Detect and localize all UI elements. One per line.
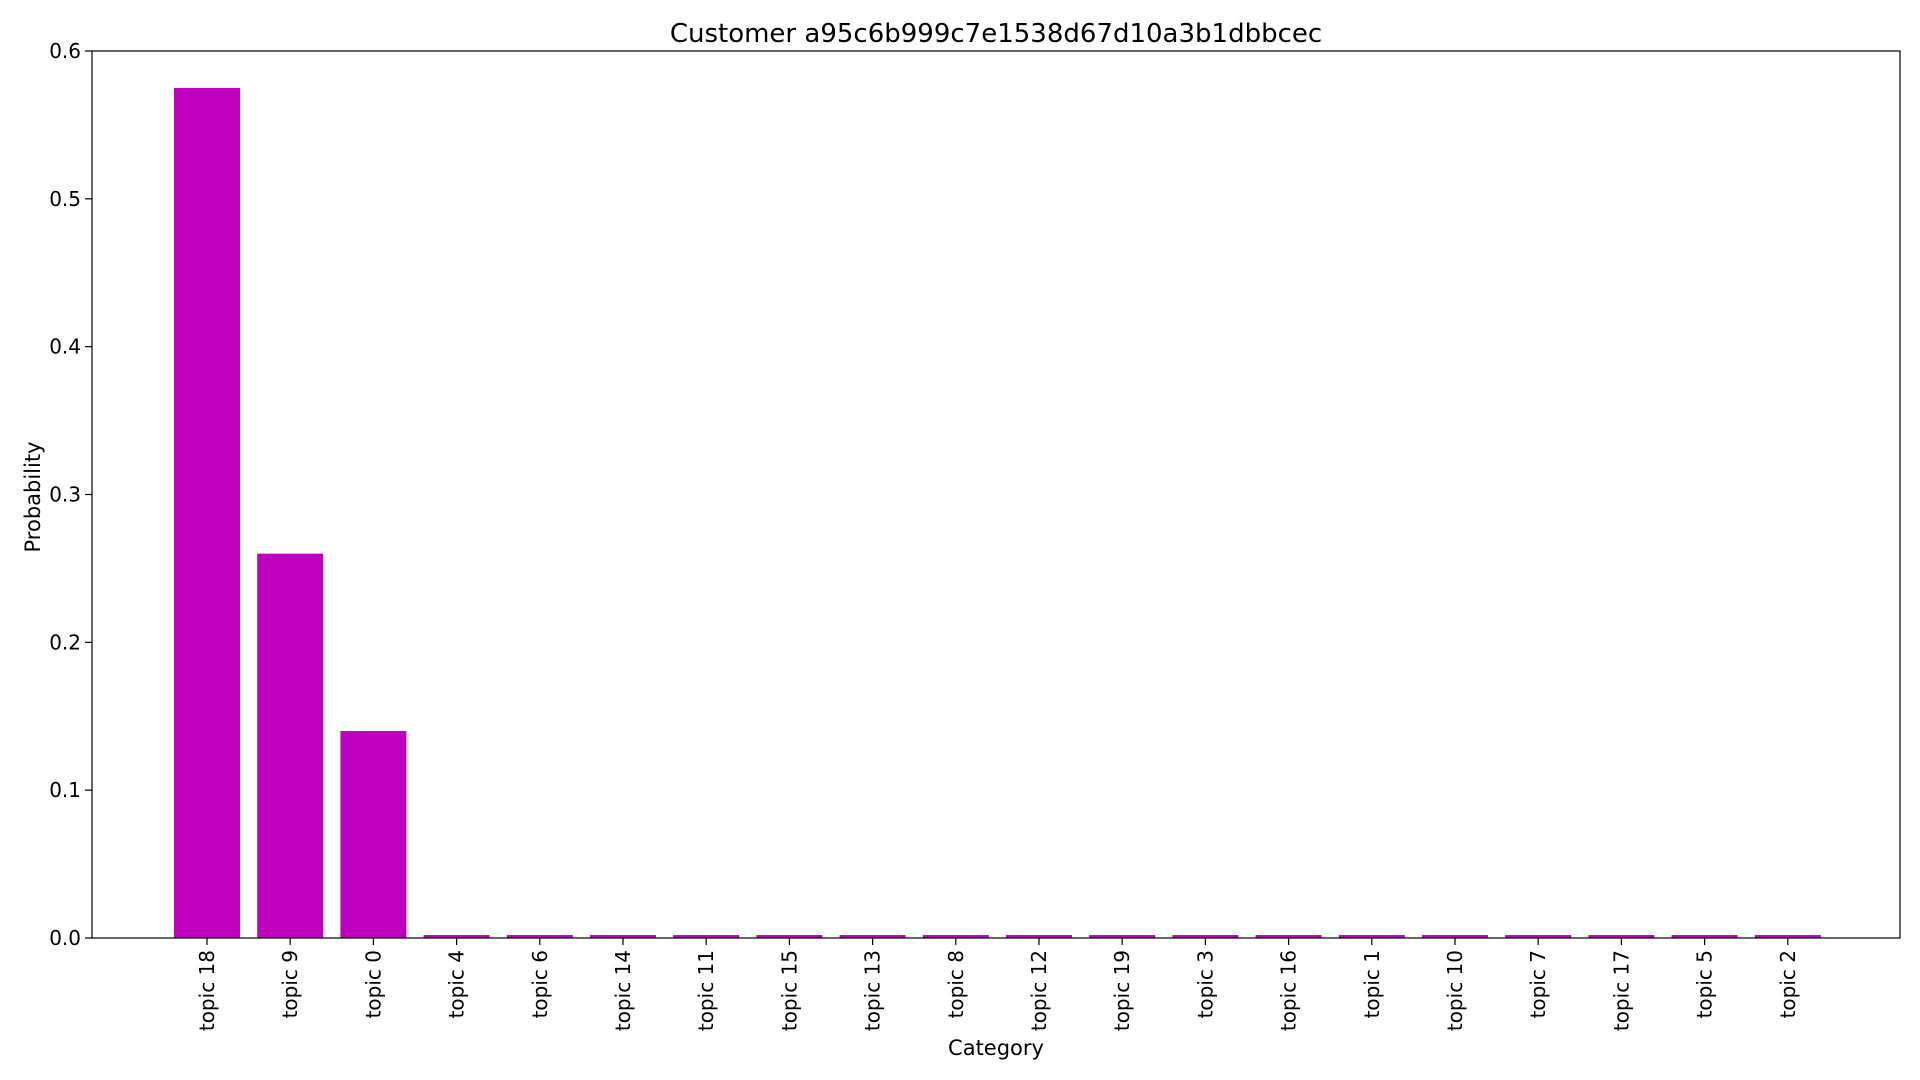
bar	[922, 935, 989, 938]
x-tick-label: topic 6	[528, 950, 552, 1018]
bar	[174, 87, 240, 938]
y-axis-label: Probability	[21, 441, 45, 552]
x-axis: topic 18 topic 9 topic 0 topic 4 topic 6 topi…	[195, 938, 1800, 1031]
bar	[506, 935, 573, 938]
x-tick-label: topic 7	[1526, 950, 1550, 1018]
x-tick-label: topic 4	[445, 950, 469, 1018]
bar	[1172, 935, 1239, 938]
bar	[1754, 935, 1821, 938]
y-tick-label: 0.1	[49, 778, 81, 802]
bar	[1422, 935, 1488, 938]
bar	[756, 935, 823, 938]
x-tick-label: topic 2	[1776, 950, 1800, 1018]
x-tick-label: topic 15	[777, 950, 801, 1031]
x-tick-label: topic 18	[195, 950, 219, 1031]
x-tick-label: topic 9	[278, 950, 302, 1018]
x-tick-label: topic 12	[1027, 950, 1051, 1031]
bar	[590, 935, 656, 938]
bar	[673, 935, 740, 938]
bar	[839, 935, 906, 938]
x-tick-label: topic 11	[694, 950, 718, 1031]
y-tick-label: 0.0	[49, 926, 81, 950]
bar	[257, 553, 324, 938]
x-tick-label: topic 10	[1443, 950, 1467, 1031]
bar	[1338, 935, 1405, 938]
chart-title: Customer a95c6b999c7e1538d67d10a3b1dbbce…	[670, 19, 1322, 49]
y-tick-label: 0.4	[49, 335, 81, 359]
x-tick-label: topic 19	[1110, 950, 1134, 1031]
x-tick-label: topic 17	[1609, 950, 1633, 1031]
x-tick-label: topic 3	[1193, 950, 1217, 1018]
bar	[1505, 935, 1572, 938]
bar	[1006, 935, 1072, 938]
bar	[1588, 935, 1655, 938]
x-tick-label: topic 1	[1360, 950, 1384, 1018]
x-tick-label: topic 13	[861, 950, 885, 1031]
plot-frame	[91, 50, 1901, 939]
bar	[1255, 935, 1322, 938]
x-tick-label: topic 14	[611, 950, 635, 1031]
x-tick-label: topic 0	[361, 950, 385, 1018]
x-tick-label: topic 8	[944, 950, 968, 1018]
y-tick-label: 0.2	[49, 630, 81, 654]
y-axis: 0.0 0.1 0.2 0.3 0.4 0.5 0.6	[49, 39, 92, 950]
x-tick-label: topic 5	[1693, 950, 1717, 1018]
bar	[1089, 935, 1156, 938]
y-tick-label: 0.5	[49, 187, 81, 211]
bar	[1671, 935, 1738, 938]
bar	[423, 935, 490, 938]
bar	[340, 731, 407, 938]
bars-layer	[174, 87, 1821, 938]
y-tick-label: 0.3	[49, 483, 81, 507]
x-tick-label: topic 16	[1277, 950, 1301, 1031]
y-tick-label: 0.6	[49, 39, 81, 63]
x-axis-label: Category	[948, 1036, 1044, 1060]
